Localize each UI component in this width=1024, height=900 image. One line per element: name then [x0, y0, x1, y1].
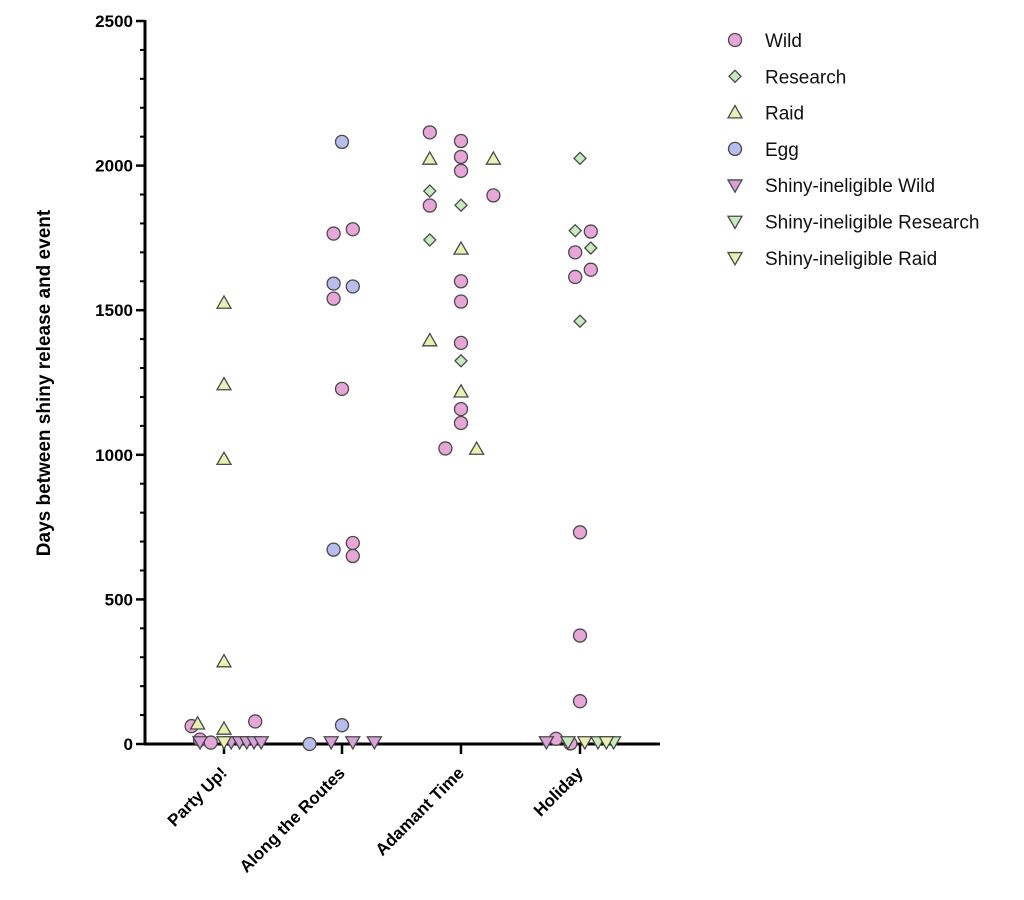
- y-tick-label: 2000: [95, 157, 133, 176]
- data-point-wild: [248, 714, 263, 729]
- data-point-shiny-ineligible-wild: [344, 736, 361, 751]
- data-point-raid: [452, 383, 470, 398]
- data-point-egg: [326, 276, 341, 291]
- legend-label-shiny-ineligible-wild: Shiny-ineligible Wild: [765, 176, 935, 197]
- legend-label-research: Research: [765, 67, 846, 88]
- data-point-wild: [453, 133, 469, 149]
- data-point-research: [583, 241, 598, 255]
- data-point-shiny-ineligible-wild: [191, 736, 209, 751]
- data-point-raid: [421, 150, 438, 165]
- data-point-egg: [334, 134, 350, 150]
- data-point-shiny-ineligible-wild: [253, 736, 270, 751]
- legend-label-shiny-ineligible-raid: Shiny-ineligible Raid: [765, 249, 937, 270]
- y-tick-label: 0: [124, 735, 133, 754]
- data-point-raid: [485, 150, 502, 165]
- data-point-shiny-ineligible-research: [559, 736, 577, 751]
- data-point-wild: [568, 245, 583, 260]
- legend-marker-raid: [726, 104, 744, 119]
- data-point-wild: [326, 291, 341, 306]
- data-point-raid: [189, 715, 206, 730]
- data-point-wild: [453, 163, 469, 178]
- legend-marker-wild: [727, 32, 743, 48]
- data-point-research: [573, 151, 587, 166]
- data-point-research: [568, 223, 583, 238]
- data-point-wild: [572, 694, 588, 709]
- legend-label-raid: Raid: [765, 104, 804, 125]
- y-tick-label: 500: [105, 590, 133, 609]
- data-point-wild: [572, 525, 588, 540]
- legend-marker-research: [728, 69, 742, 84]
- x-axis: Party Up! Along the Routes Adamant Time Hol…: [144, 742, 660, 876]
- data-point-egg: [302, 736, 317, 752]
- legend-marker-egg: [727, 141, 743, 157]
- data-point-egg: [345, 279, 360, 294]
- legend-label-wild: Wild: [765, 31, 802, 52]
- x-category-label: Adamant Time: [372, 763, 468, 859]
- data-point-wild: [326, 226, 341, 241]
- data-point-research: [454, 353, 468, 368]
- data-point-wild: [345, 222, 360, 237]
- data-point-shiny-ineligible-raid: [598, 736, 615, 751]
- data-point-research: [422, 184, 437, 198]
- data-point-wild: [345, 535, 360, 551]
- data-point-raid: [215, 653, 233, 668]
- data-point-wild: [422, 125, 437, 140]
- legend-label-shiny-ineligible-research: Shiny-ineligible Research: [765, 213, 979, 234]
- data-point-raid: [215, 294, 233, 309]
- data-point-wild: [345, 548, 360, 564]
- data-point-shiny-ineligible-raid: [576, 736, 593, 751]
- data-point-raid: [468, 440, 485, 455]
- data-point-wild: [453, 415, 469, 431]
- data-point-shiny-ineligible-wild: [538, 736, 555, 751]
- y-tick-label: 1000: [95, 446, 133, 465]
- y-axis-title: Days between shiny release and event: [34, 209, 55, 556]
- x-category-label: Party Up!: [164, 763, 231, 830]
- data-point-raid: [215, 720, 233, 735]
- data-point-wild: [583, 262, 598, 277]
- y-tick-label: 2500: [95, 12, 133, 31]
- data-point-wild: [583, 224, 598, 239]
- y-tick-label: 1500: [95, 301, 133, 320]
- data-point-wild: [453, 335, 469, 351]
- data-point-wild: [422, 198, 437, 213]
- x-category-label: Holiday: [530, 763, 587, 820]
- data-point-research: [573, 314, 587, 329]
- data-point-wild: [572, 628, 588, 643]
- y-axis: 0 500 1000 1500 2000 2500: [95, 12, 147, 754]
- data-point-raid: [215, 450, 233, 466]
- data-point-wild: [334, 381, 350, 397]
- data-point-wild: [453, 274, 469, 289]
- data-point-wild: [453, 294, 469, 309]
- legend-marker-shiny-ineligible-raid: [726, 251, 744, 267]
- legend: Wild Research Raid Egg Shiny-ineligible Wild…: [726, 31, 979, 270]
- data-point-shiny-ineligible-wild: [366, 736, 383, 751]
- data-point-shiny-ineligible-raid: [215, 736, 233, 751]
- data-point-shiny-ineligible-wild: [323, 736, 340, 751]
- data-point-wild: [453, 401, 469, 417]
- data-point-research: [454, 198, 468, 213]
- data-point-raid: [421, 332, 438, 347]
- legend-marker-shiny-ineligible-research: [726, 215, 744, 230]
- data-point-wild: [438, 441, 453, 456]
- data-point-research: [422, 233, 437, 247]
- data-point-raid: [215, 376, 233, 391]
- data-point-wild: [453, 149, 469, 165]
- data-point-wild: [568, 269, 583, 285]
- legend-marker-shiny-ineligible-wild: [726, 179, 744, 194]
- data-points: [184, 125, 622, 752]
- data-point-egg: [334, 718, 350, 733]
- x-category-label: Along the Routes: [236, 763, 349, 876]
- data-point-wild: [486, 188, 501, 203]
- data-point-raid: [452, 240, 470, 255]
- data-point-egg: [326, 542, 341, 557]
- legend-label-egg: Egg: [765, 140, 799, 161]
